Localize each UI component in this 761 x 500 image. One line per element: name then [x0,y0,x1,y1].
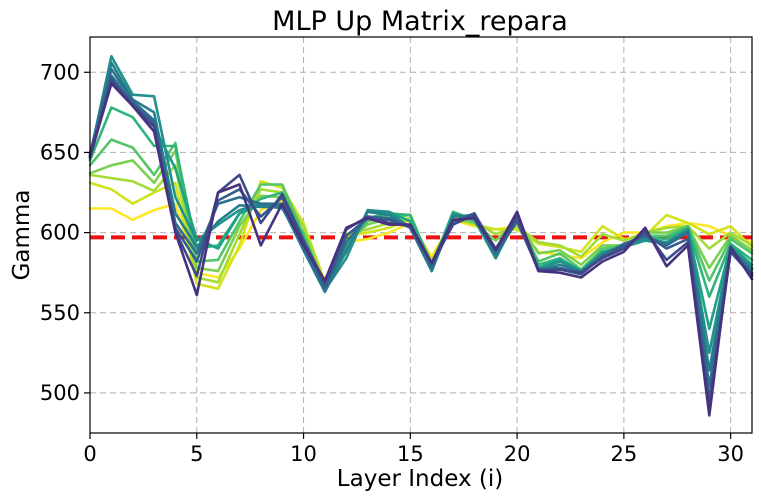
chart-title: MLP Up Matrix_repara [272,6,568,37]
y-tick-label: 600 [40,221,80,245]
x-tick-label: 5 [190,442,203,466]
x-ticks: 0 5 10 15 20 25 30 [83,433,744,466]
x-tick-label: 15 [397,442,424,466]
x-tick-label: 10 [290,442,317,466]
y-tick-label: 500 [40,381,80,405]
x-tick-label: 25 [611,442,638,466]
x-tick-label: 30 [717,442,744,466]
plot-frame [89,36,753,434]
x-tick-label: 20 [504,442,531,466]
series-group [88,54,754,417]
x-axis-label: Layer Index (i) [337,466,503,492]
x-tick-label: 0 [83,442,96,466]
series-line-7 [88,74,754,331]
y-tick-label: 650 [40,140,80,164]
series-line-6 [88,106,754,299]
y-tick-label: 700 [40,60,80,84]
y-tick-label: 550 [40,301,80,325]
grid [89,37,752,433]
y-ticks: 500 550 600 650 700 [40,60,90,405]
series-line-13 [88,82,754,417]
y-axis-label: Gamma [9,190,35,281]
series-line-8 [88,54,754,355]
